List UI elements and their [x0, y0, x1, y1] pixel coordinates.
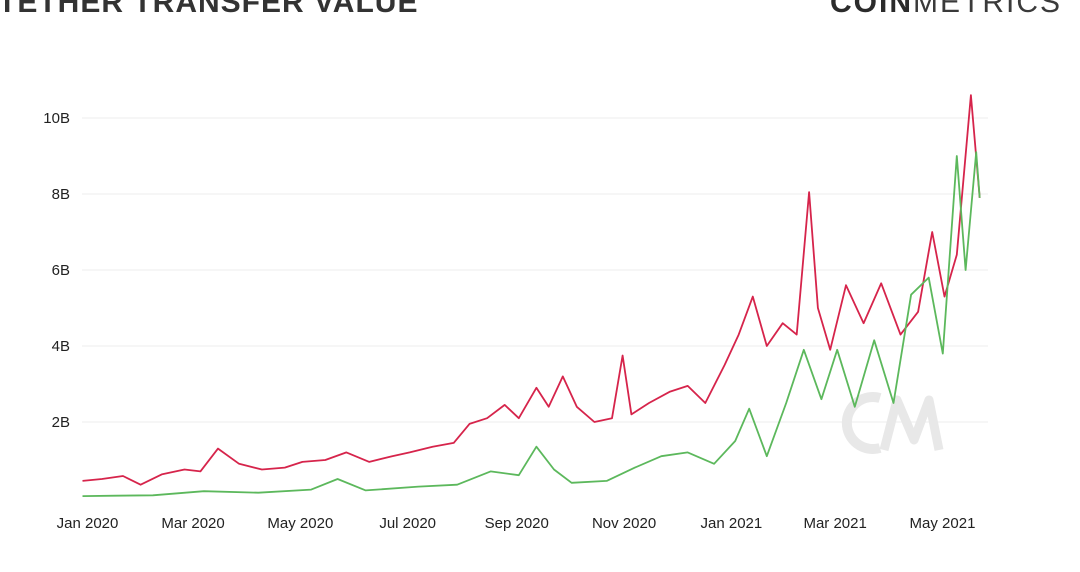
x-tick-label: Jul 2020 [379, 515, 436, 532]
y-tick-label: 6B [52, 262, 70, 279]
x-tick-label: Jan 2021 [701, 515, 763, 532]
x-tick-label: Sep 2020 [485, 515, 549, 532]
x-tick-label: Nov 2020 [592, 515, 656, 532]
x-tick-label: Mar 2020 [161, 515, 224, 532]
y-tick-label: 10B [43, 110, 70, 127]
grid-lines [82, 117, 988, 423]
cm-watermark [841, 392, 944, 454]
x-tick-label: May 2021 [910, 515, 976, 532]
series-lines [82, 94, 981, 497]
y-tick-label: 8B [52, 186, 70, 203]
x-axis: Jan 2020 Mar 2020 May 2020 Jul 2020 Sep 2020… [57, 515, 976, 532]
chart-title: TETHER TRANSFER VALUE [0, 0, 419, 19]
y-axis: 2B 4B 6B 8B 10B [43, 110, 70, 431]
coinmetrics-logo: COINMETRICS [830, 0, 1062, 19]
x-tick-label: Mar 2021 [803, 515, 866, 532]
series-line-red [82, 94, 981, 486]
y-tick-label: 2B [52, 414, 70, 431]
x-tick-label: Jan 2020 [57, 515, 119, 532]
x-tick-label: May 2020 [267, 515, 333, 532]
y-tick-label: 4B [52, 338, 70, 355]
series-line-green [82, 151, 981, 497]
